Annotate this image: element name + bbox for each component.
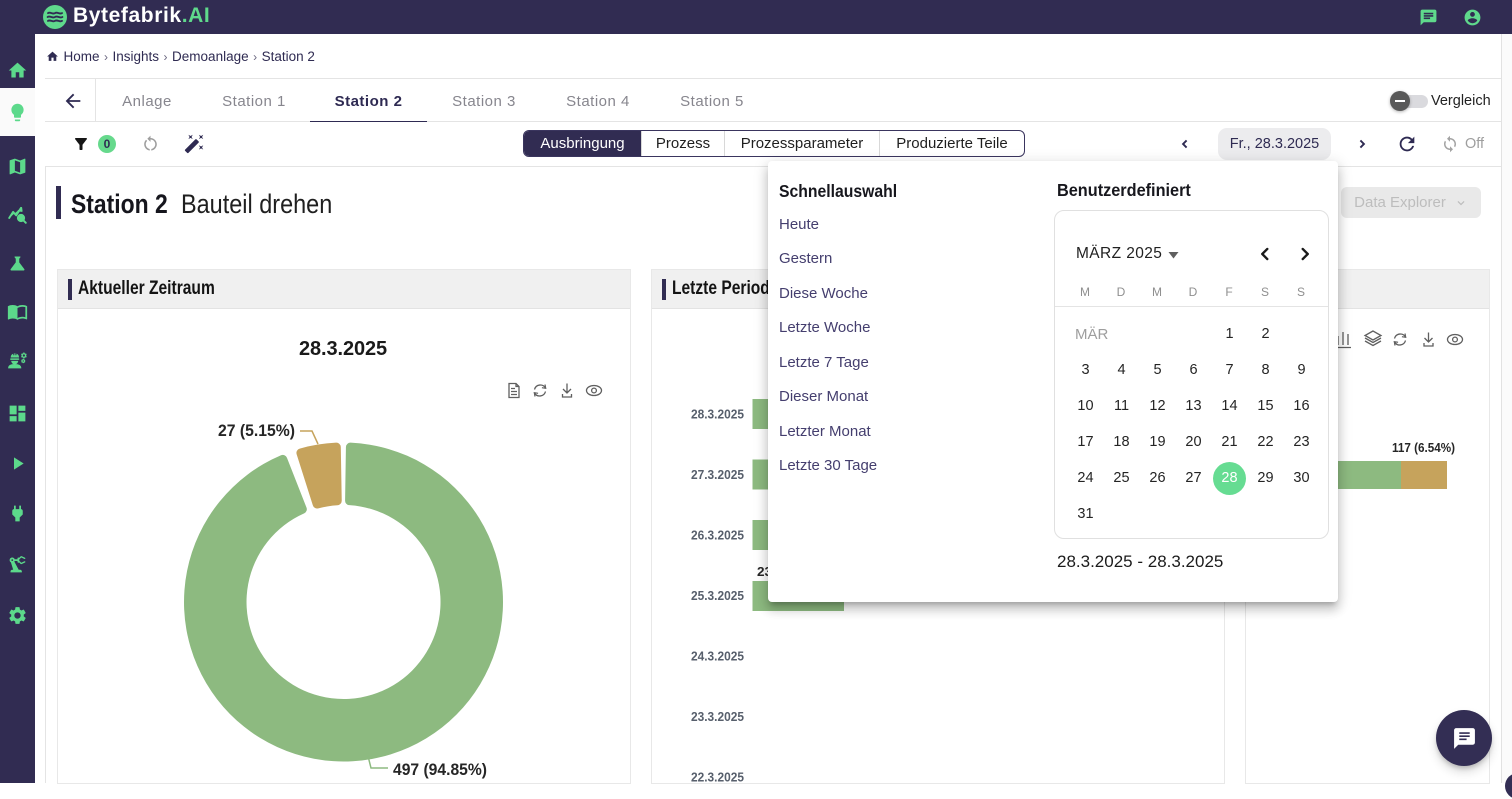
svg-text:23.3.2025: 23.3.2025: [691, 710, 744, 724]
svg-text:22.3.2025: 22.3.2025: [691, 771, 744, 785]
svg-text:28.3.2025: 28.3.2025: [691, 408, 744, 422]
svg-text:27 (5.15%): 27 (5.15%): [218, 422, 295, 440]
svg-text:27.3.2025: 27.3.2025: [691, 468, 744, 482]
svg-text:25.3.2025: 25.3.2025: [691, 589, 744, 603]
svg-text:24.3.2025: 24.3.2025: [691, 650, 744, 664]
svg-text:497 (94.85%): 497 (94.85%): [393, 761, 487, 779]
svg-text:117 (6.54%): 117 (6.54%): [1392, 440, 1455, 455]
svg-text:26.3.2025: 26.3.2025: [691, 529, 744, 543]
